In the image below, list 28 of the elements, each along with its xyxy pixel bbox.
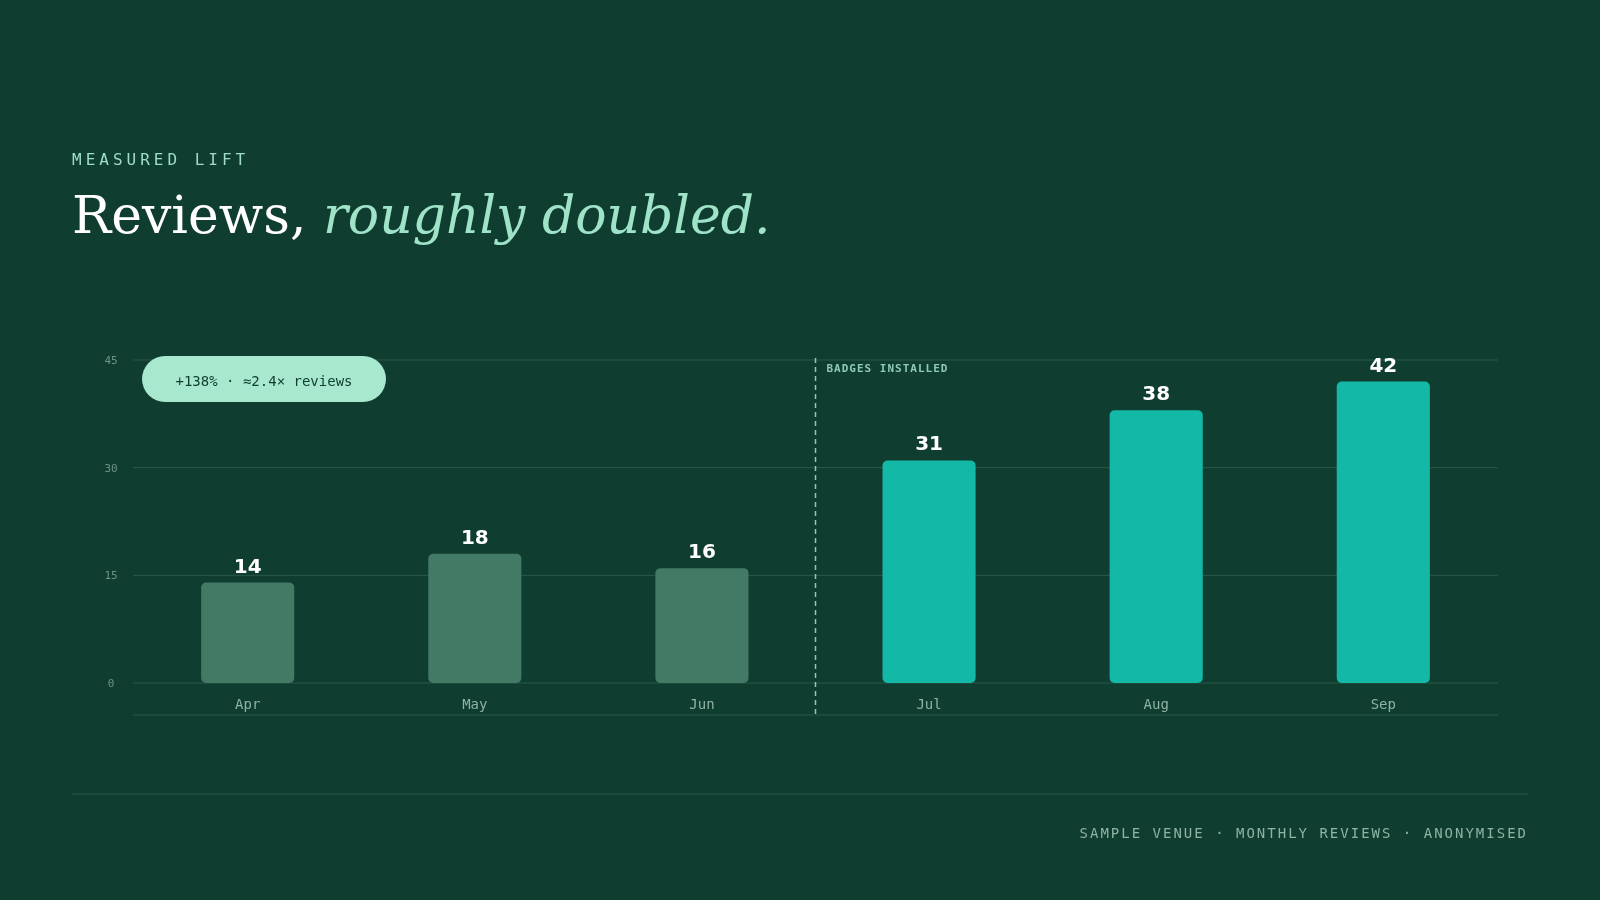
bar [428, 553, 522, 683]
data-label: 42 [1369, 352, 1398, 377]
x-tick-label: Jun [689, 696, 715, 712]
x-tick-label: Sep [1370, 696, 1396, 712]
y-tick-label: 15 [104, 569, 118, 583]
bar [1109, 410, 1203, 683]
chart-subtitle: MEASURED LIFT [72, 150, 250, 169]
bar [882, 460, 976, 683]
chart-title: Reviews, roughly doubled. [72, 185, 771, 245]
x-tick-label: Apr [235, 696, 261, 712]
ref-line-label: BADGES INSTALLED [826, 362, 949, 375]
x-tick-label: Jul [916, 696, 942, 712]
data-label: 18 [460, 524, 489, 549]
data-label: 16 [688, 539, 716, 564]
x-tick-label: May [462, 696, 488, 712]
text: SAMPLE VENUE · MONTHLY REVIEWS · ANONYMISED [1079, 825, 1528, 841]
bar [201, 582, 295, 683]
x-tick-label: Aug [1143, 696, 1169, 712]
y-tick-label: 45 [104, 354, 118, 367]
bar [655, 568, 749, 683]
data-label: 38 [1142, 381, 1171, 406]
callout-pill: +138% · ≈2.4× reviews [142, 356, 386, 402]
y-tick-label: 0 [107, 677, 115, 690]
data-label: 31 [915, 431, 943, 456]
data-label: 14 [233, 553, 262, 578]
bar [1336, 381, 1430, 683]
y-tick-label: 30 [104, 461, 118, 475]
annotation: +138% · ≈2.4× reviews [175, 373, 353, 389]
